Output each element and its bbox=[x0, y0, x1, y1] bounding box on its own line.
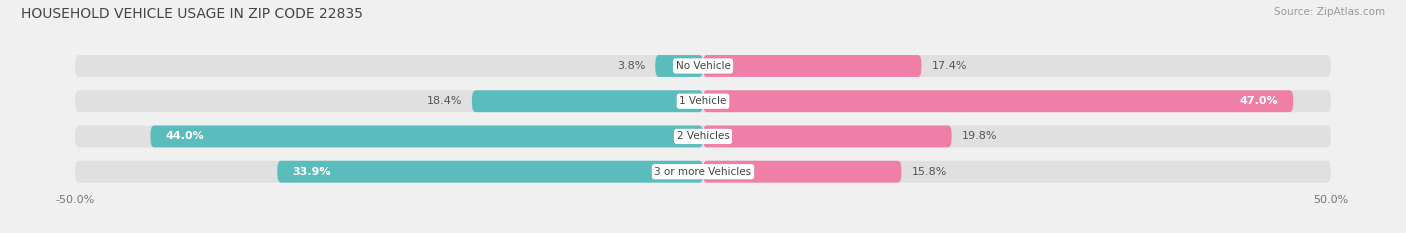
FancyBboxPatch shape bbox=[277, 161, 703, 183]
FancyBboxPatch shape bbox=[703, 126, 952, 147]
Text: HOUSEHOLD VEHICLE USAGE IN ZIP CODE 22835: HOUSEHOLD VEHICLE USAGE IN ZIP CODE 2283… bbox=[21, 7, 363, 21]
Text: 2 Vehicles: 2 Vehicles bbox=[676, 131, 730, 141]
Text: 18.4%: 18.4% bbox=[426, 96, 463, 106]
Text: 1 Vehicle: 1 Vehicle bbox=[679, 96, 727, 106]
Text: 17.4%: 17.4% bbox=[932, 61, 967, 71]
Text: 3.8%: 3.8% bbox=[617, 61, 645, 71]
FancyBboxPatch shape bbox=[150, 126, 703, 147]
FancyBboxPatch shape bbox=[472, 90, 703, 112]
FancyBboxPatch shape bbox=[75, 161, 1331, 183]
Text: Source: ZipAtlas.com: Source: ZipAtlas.com bbox=[1274, 7, 1385, 17]
Text: 15.8%: 15.8% bbox=[911, 167, 946, 177]
FancyBboxPatch shape bbox=[703, 161, 901, 183]
Text: 44.0%: 44.0% bbox=[166, 131, 204, 141]
FancyBboxPatch shape bbox=[75, 126, 1331, 147]
FancyBboxPatch shape bbox=[655, 55, 703, 77]
Text: 33.9%: 33.9% bbox=[292, 167, 330, 177]
Text: 19.8%: 19.8% bbox=[962, 131, 997, 141]
FancyBboxPatch shape bbox=[703, 90, 1294, 112]
FancyBboxPatch shape bbox=[75, 55, 1331, 77]
Text: 3 or more Vehicles: 3 or more Vehicles bbox=[654, 167, 752, 177]
Text: 47.0%: 47.0% bbox=[1240, 96, 1278, 106]
FancyBboxPatch shape bbox=[75, 90, 1331, 112]
FancyBboxPatch shape bbox=[703, 55, 921, 77]
Text: No Vehicle: No Vehicle bbox=[675, 61, 731, 71]
